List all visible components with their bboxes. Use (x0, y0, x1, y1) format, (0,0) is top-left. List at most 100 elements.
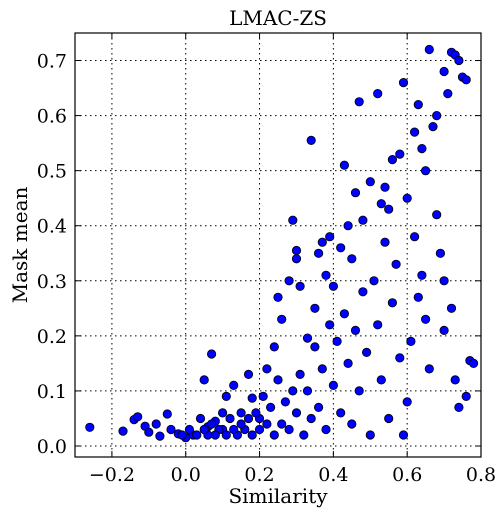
scatter-point (221, 391, 231, 401)
scatter-point (350, 325, 361, 335)
x-tick-label: 0.2 (244, 464, 274, 486)
scatter-point (354, 97, 364, 107)
scatter-point (413, 100, 423, 110)
scatter-point (265, 402, 276, 412)
scatter-point (439, 276, 449, 286)
scatter-point (435, 248, 445, 258)
scatter-point (254, 424, 265, 435)
scatter-point (409, 127, 420, 137)
scatter-point (420, 314, 431, 324)
scatter-point (454, 402, 464, 412)
scatter-point (229, 380, 239, 390)
scatter-point (328, 380, 338, 390)
scatter-point (288, 386, 298, 396)
scatter-point (417, 144, 427, 154)
plot-frame (74, 32, 482, 458)
y-tick-label: 0.4 (37, 216, 67, 238)
scatter-point (207, 349, 217, 359)
scatter-point (384, 204, 394, 214)
x-tick-label: 0.6 (392, 464, 422, 486)
scatter-point (446, 303, 457, 313)
scatter-point (406, 336, 416, 346)
scatter-point (184, 424, 194, 435)
grid-lines (75, 33, 482, 457)
scatter-point (310, 342, 320, 352)
axis-ticks: −0.2 0.0 0.2 0.4 0.6 0.8 0.0 0.1 0.2 0.3 0.4 0.5 0.6… (37, 33, 496, 486)
scatter-point (391, 259, 401, 269)
scatter-point (380, 182, 390, 192)
scatter-point (166, 424, 176, 435)
scatter-point (321, 424, 331, 435)
scatter-point (236, 419, 246, 429)
scatter-point (291, 254, 302, 264)
scatter-point (361, 347, 372, 357)
scatter-point (295, 281, 305, 291)
scatter-point (247, 430, 257, 440)
scatter-point (409, 232, 420, 242)
scatter-point (317, 364, 327, 374)
scatter-point (354, 386, 364, 396)
y-tick-label: 0.6 (37, 106, 67, 128)
scatter-point (365, 177, 375, 187)
scatter-point (295, 369, 305, 379)
scatter-point (313, 248, 324, 258)
scatter-point (243, 369, 254, 379)
scatter-point (269, 430, 279, 440)
scatter-point (424, 364, 434, 374)
scatter-point (376, 199, 386, 209)
scatter-point (273, 292, 283, 302)
scatter-point (195, 413, 206, 424)
scatter-point (398, 430, 409, 440)
scatter-point (269, 342, 279, 352)
scatter-point (384, 413, 394, 424)
scatter-point (402, 193, 412, 203)
scatter-point (247, 393, 257, 403)
scatter-point (302, 333, 313, 343)
x-tick-label: 0.8 (466, 464, 496, 486)
scatter-point (236, 408, 246, 418)
scatter-point (306, 135, 316, 145)
data-points (85, 44, 479, 443)
scatter-point (432, 111, 442, 121)
chart-title: LMAC-ZS (229, 6, 327, 30)
scatter-point (277, 419, 287, 429)
scatter-point (313, 402, 324, 412)
scatter-point (402, 397, 412, 407)
scatter-point (302, 386, 313, 396)
scatter-point (133, 412, 143, 422)
y-tick-label: 0.2 (37, 326, 67, 348)
scatter-point (251, 408, 261, 418)
scatter-point (339, 160, 349, 170)
scatter-point (347, 254, 357, 264)
scatter-point (439, 66, 449, 77)
scatter-point (328, 281, 338, 291)
scatter-point (118, 426, 128, 436)
scatter-point (332, 336, 342, 346)
scatter-point (376, 375, 386, 385)
y-tick-label: 0.5 (37, 161, 67, 183)
scatter-point (284, 276, 294, 286)
y-tick-label: 0.1 (37, 381, 67, 403)
scatter-point (339, 309, 349, 319)
scatter-point (258, 391, 268, 401)
scatter-point (299, 430, 309, 440)
scatter-point (336, 408, 346, 418)
scatter-point (321, 270, 331, 280)
scatter-point (461, 75, 471, 85)
scatter-point (395, 149, 405, 159)
x-tick-label: −0.2 (89, 464, 135, 486)
scatter-point (225, 413, 235, 424)
scatter-point (432, 210, 442, 220)
scatter-point (443, 89, 453, 99)
scatter-point (358, 215, 368, 225)
scatter-point (395, 353, 405, 363)
scatter-point (218, 408, 228, 418)
scatter-point (273, 375, 283, 385)
scatter-point (262, 419, 272, 429)
x-tick-label: 0.0 (171, 464, 201, 486)
scatter-point (85, 422, 95, 432)
scatter-point (325, 320, 335, 330)
scatter-point (284, 424, 294, 435)
y-tick-label: 0.3 (37, 271, 67, 293)
